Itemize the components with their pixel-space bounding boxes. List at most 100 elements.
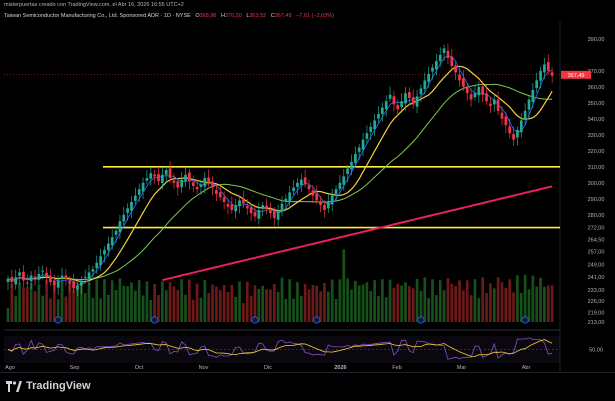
volume-bar bbox=[134, 290, 137, 322]
change-value: −7,61 (−2,03%) bbox=[296, 13, 334, 19]
candle-body bbox=[373, 120, 376, 130]
candle-body bbox=[226, 203, 230, 207]
candle-body bbox=[489, 103, 492, 106]
candle-body bbox=[380, 107, 384, 115]
event-marker-icon bbox=[54, 316, 62, 324]
candle-body bbox=[516, 130, 519, 138]
y-tick-label: 310,00 bbox=[588, 165, 605, 171]
candle-body bbox=[504, 116, 508, 126]
volume-bar bbox=[37, 284, 41, 322]
volume-bar bbox=[489, 283, 492, 322]
volume-bar bbox=[284, 298, 288, 322]
candle-body bbox=[149, 173, 153, 179]
candle-body bbox=[245, 205, 249, 209]
volume-bar bbox=[315, 285, 319, 322]
high-label: H bbox=[220, 13, 225, 19]
volume-bar bbox=[118, 278, 122, 322]
volume-bar bbox=[380, 279, 384, 322]
candle-body bbox=[126, 208, 129, 213]
y-tick-label: 272,00 bbox=[588, 226, 605, 232]
volume-bar bbox=[527, 289, 531, 322]
candle-body bbox=[550, 72, 554, 76]
volume-bar bbox=[180, 279, 184, 322]
candle-body bbox=[535, 80, 539, 89]
volume-bar bbox=[454, 286, 458, 322]
y-tick-label: 226,00 bbox=[588, 299, 605, 305]
candle-body bbox=[539, 70, 542, 81]
candle-body bbox=[87, 272, 91, 280]
volume-bar bbox=[272, 283, 276, 322]
volume-bar bbox=[311, 285, 315, 322]
candle-body bbox=[404, 93, 407, 104]
candle-body bbox=[388, 94, 392, 99]
tradingview-brand[interactable]: TradingView bbox=[6, 380, 91, 392]
candle-body bbox=[257, 210, 261, 219]
volume-bar bbox=[462, 290, 465, 322]
volume-bar bbox=[52, 283, 56, 322]
candle-body bbox=[384, 101, 388, 110]
candle-body bbox=[462, 78, 465, 87]
volume-bar bbox=[261, 285, 265, 322]
candle-body bbox=[218, 192, 222, 198]
volume-bar bbox=[145, 281, 149, 322]
volume-bar bbox=[342, 249, 346, 322]
volume-bar bbox=[508, 279, 512, 322]
candle-body bbox=[222, 197, 226, 202]
volume-bar bbox=[137, 280, 141, 322]
volume-bar bbox=[346, 278, 349, 322]
brand-name: TradingView bbox=[26, 380, 91, 392]
x-tick-label: Oct bbox=[135, 365, 144, 371]
symbol-info-line: Taiwan Semiconductor Manufacturing Co., … bbox=[4, 13, 334, 19]
candle-body bbox=[191, 182, 195, 186]
candle-body bbox=[508, 126, 512, 134]
open-label: O bbox=[195, 13, 200, 19]
x-tick-label: 2026 bbox=[334, 365, 346, 371]
volume-bar bbox=[153, 283, 156, 322]
candle-body bbox=[265, 205, 268, 209]
volume-bar bbox=[106, 294, 110, 322]
volume-bar bbox=[79, 285, 83, 322]
candle-body bbox=[369, 126, 373, 132]
volume-bar bbox=[280, 277, 284, 322]
y-tick-label: 219,00 bbox=[588, 310, 605, 316]
volume-bar bbox=[276, 291, 280, 322]
volume-bar bbox=[431, 279, 434, 322]
y-tick-label: 249,00 bbox=[588, 262, 605, 268]
volume-bar bbox=[191, 299, 195, 322]
candle-body bbox=[230, 204, 234, 210]
y-tick-label: 290,00 bbox=[588, 197, 605, 203]
price-axis-bg bbox=[560, 22, 615, 372]
candle-body bbox=[519, 120, 523, 133]
volume-bar bbox=[299, 295, 303, 322]
candle-body bbox=[496, 99, 500, 111]
volume-bar bbox=[130, 282, 133, 322]
volume-bar bbox=[500, 282, 504, 322]
volume-bar bbox=[226, 291, 230, 322]
candle-body bbox=[523, 110, 527, 120]
event-marker-icon bbox=[251, 316, 259, 324]
candle-body bbox=[319, 202, 322, 206]
candle-body bbox=[543, 64, 546, 73]
volume-bar bbox=[523, 274, 527, 322]
volume-bar bbox=[334, 298, 338, 322]
price-chart[interactable]: 390,00 370,00 360,00 350,00 340,00 330,00 320,… bbox=[0, 0, 615, 372]
candle-body bbox=[203, 178, 207, 187]
volume-bar bbox=[326, 291, 330, 322]
candle-body bbox=[272, 210, 276, 218]
volume-bar bbox=[164, 290, 168, 322]
volume-bar bbox=[539, 277, 542, 322]
volume-bar bbox=[234, 296, 238, 322]
candle-body bbox=[188, 172, 191, 182]
volume-bar bbox=[188, 279, 191, 322]
candle-body bbox=[415, 96, 419, 107]
candle-body bbox=[234, 205, 238, 212]
candle-body bbox=[481, 86, 485, 95]
volume-bar bbox=[531, 275, 535, 322]
candle-body bbox=[311, 190, 315, 196]
candle-body bbox=[473, 93, 477, 98]
symbol-name[interactable]: Taiwan Semiconductor Manufacturing Co., … bbox=[4, 13, 191, 19]
volume-bar bbox=[253, 285, 257, 322]
volume-bar bbox=[516, 275, 519, 322]
volume-bar bbox=[269, 289, 272, 322]
volume-bar bbox=[95, 279, 99, 322]
